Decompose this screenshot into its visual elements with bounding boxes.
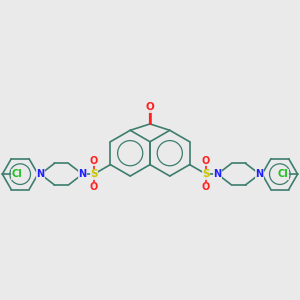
Text: O: O xyxy=(90,182,98,193)
Text: O: O xyxy=(90,156,98,166)
Text: N: N xyxy=(255,169,264,179)
Text: O: O xyxy=(202,182,210,193)
Text: Cl: Cl xyxy=(278,169,288,179)
Text: O: O xyxy=(146,102,154,112)
Text: S: S xyxy=(202,169,210,179)
Text: Cl: Cl xyxy=(12,169,22,179)
Text: S: S xyxy=(90,169,98,179)
Text: N: N xyxy=(214,169,222,179)
Text: O: O xyxy=(202,156,210,166)
Text: N: N xyxy=(78,169,86,179)
Text: N: N xyxy=(36,169,45,179)
